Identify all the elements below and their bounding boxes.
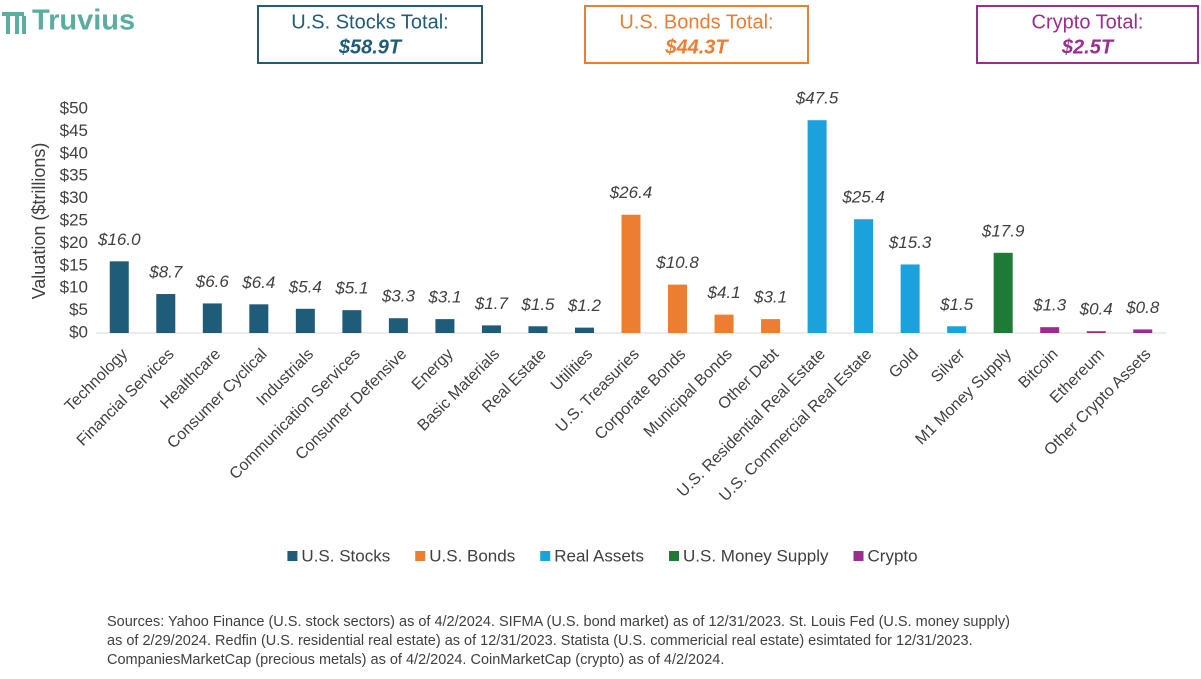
bar bbox=[156, 294, 176, 333]
value-label: $5.4 bbox=[288, 277, 322, 296]
x-tick-label: Bitcoin bbox=[1016, 346, 1062, 392]
y-tick-label: $35 bbox=[60, 166, 88, 185]
source-note: as of 2/29/2024. Redfin (U.S. residentia… bbox=[107, 633, 973, 649]
bar bbox=[574, 327, 594, 333]
value-label: $4.1 bbox=[706, 283, 740, 302]
legend-label: U.S. Stocks bbox=[301, 546, 390, 565]
value-label: $16.0 bbox=[97, 230, 141, 249]
y-tick-label: $45 bbox=[60, 121, 88, 140]
legend-swatch bbox=[853, 551, 864, 561]
brand: Truvius bbox=[32, 5, 135, 37]
bar bbox=[528, 326, 548, 333]
x-tick-label: Basic Materials bbox=[415, 346, 504, 435]
total-label: Crypto Total: bbox=[1032, 11, 1144, 33]
y-tick-label: $0 bbox=[69, 322, 88, 341]
y-tick-label: $20 bbox=[60, 233, 88, 252]
bar bbox=[481, 325, 501, 333]
value-label: $10.8 bbox=[655, 253, 699, 272]
bar bbox=[342, 310, 362, 333]
y-axis-title: Valuation ($trillions) bbox=[29, 143, 49, 300]
y-tick-label: $15 bbox=[60, 255, 88, 274]
bar bbox=[900, 264, 920, 333]
bar bbox=[1133, 329, 1153, 333]
y-tick-label: $5 bbox=[69, 300, 88, 319]
legend-label: U.S. Money Supply bbox=[683, 546, 829, 565]
bar bbox=[388, 318, 408, 333]
value-label: $25.4 bbox=[841, 188, 885, 207]
total-label: U.S. Stocks Total: bbox=[291, 11, 448, 33]
value-label: $6.4 bbox=[241, 273, 275, 292]
value-label: $1.7 bbox=[474, 294, 509, 313]
bar bbox=[993, 252, 1013, 333]
value-label: $1.2 bbox=[567, 296, 602, 315]
legend-label: Crypto bbox=[868, 546, 918, 565]
legend-swatch bbox=[415, 551, 426, 561]
value-label: $17.9 bbox=[981, 221, 1025, 240]
legend-label: U.S. Bonds bbox=[429, 546, 515, 565]
bar bbox=[1040, 327, 1060, 333]
value-label: $8.7 bbox=[148, 263, 183, 282]
bar bbox=[714, 314, 734, 333]
value-label: $1.5 bbox=[520, 295, 555, 314]
value-label: $47.5 bbox=[795, 89, 839, 108]
y-tick-label: $25 bbox=[60, 210, 88, 229]
y-tick-label: $30 bbox=[60, 188, 88, 207]
value-label: $6.6 bbox=[195, 272, 230, 291]
legend-swatch bbox=[668, 551, 679, 561]
x-tick-label: Silver bbox=[928, 345, 969, 386]
bar bbox=[668, 284, 688, 333]
total-box bbox=[584, 5, 809, 64]
bar bbox=[947, 326, 967, 333]
source-note: CompaniesMarketCap (precious metals) as … bbox=[107, 652, 724, 668]
total-label: U.S. Bonds Total: bbox=[619, 11, 773, 33]
bar bbox=[621, 214, 641, 333]
value-label: $1.5 bbox=[939, 295, 974, 314]
legend: U.S. Stocks U.S. Bonds Real Assets U.S. Mon… bbox=[287, 546, 918, 565]
y-tick-label: $10 bbox=[60, 278, 88, 297]
total-box bbox=[257, 5, 483, 64]
logo-icon bbox=[2, 12, 26, 34]
bar bbox=[249, 304, 269, 333]
bar bbox=[807, 120, 827, 333]
value-label: $26.4 bbox=[609, 183, 653, 202]
value-label: $0.8 bbox=[1125, 298, 1160, 317]
bar bbox=[202, 303, 222, 333]
value-label: $3.1 bbox=[753, 288, 787, 307]
value-label: $5.1 bbox=[334, 279, 368, 298]
bar bbox=[435, 319, 455, 333]
x-tick-label: U.S. Treasuries bbox=[553, 346, 643, 436]
value-label: $3.1 bbox=[427, 288, 461, 307]
value-label: $15.3 bbox=[888, 233, 932, 252]
y-tick-label: $40 bbox=[60, 143, 88, 162]
y-tick-label: $50 bbox=[60, 98, 88, 117]
x-tick-label: Gold bbox=[886, 346, 922, 382]
legend-label: Real Assets bbox=[554, 546, 644, 565]
bar bbox=[854, 219, 874, 333]
bar bbox=[109, 261, 129, 333]
total-box bbox=[976, 5, 1199, 64]
bar bbox=[1086, 331, 1106, 333]
total-value: $2.5T bbox=[1061, 36, 1115, 58]
bar bbox=[761, 319, 781, 333]
legend-swatch bbox=[540, 551, 551, 561]
bar bbox=[295, 308, 315, 333]
total-value: $44.3T bbox=[664, 36, 729, 58]
legend-swatch bbox=[287, 551, 298, 561]
total-value: $58.9T bbox=[338, 36, 403, 58]
value-label: $3.3 bbox=[381, 287, 416, 306]
value-label: $0.4 bbox=[1079, 300, 1113, 319]
source-note: Sources: Yahoo Finance (U.S. stock secto… bbox=[107, 614, 1010, 630]
value-label: $1.3 bbox=[1032, 296, 1067, 315]
